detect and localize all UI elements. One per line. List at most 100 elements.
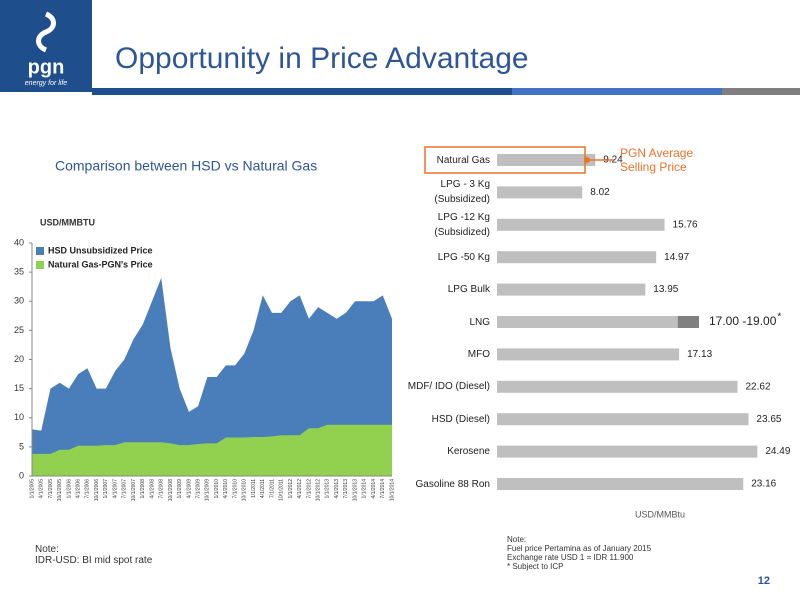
legend-label: Natural Gas-PGN's Price [48, 259, 153, 269]
x-tick-label: 4/1/2007 [112, 479, 118, 499]
value-label: 17.13 [687, 349, 712, 360]
x-tick-label: 10/1/2012 [315, 479, 321, 501]
y-tick-label: 5 [19, 441, 24, 451]
y-axis-label: USD/MMBTU [40, 217, 95, 227]
x-tick-label: 4/1/2005 [39, 479, 45, 499]
value-label: 24.49 [765, 446, 790, 457]
value-label: 23.16 [751, 479, 776, 490]
category-label: LPG Bulk [447, 284, 490, 296]
x-tick-label: 4/1/2008 [149, 479, 155, 499]
bar [497, 154, 596, 166]
x-tick-label: 4/1/2013 [334, 479, 340, 499]
slide-title: Opportunity in Price Advantage [115, 42, 529, 75]
x-tick-label: 10/1/2011 [279, 479, 285, 501]
y-tick-label: 20 [14, 354, 24, 364]
logo-icon [36, 11, 56, 53]
bar [497, 316, 678, 328]
value-label: 22.62 [745, 381, 770, 392]
x-tick-label: 1/1/2012 [288, 479, 294, 499]
bar [497, 348, 680, 361]
legend-swatch [36, 247, 44, 255]
title-rule [722, 88, 800, 95]
category-label: HSD (Diesel) [431, 413, 490, 425]
x-tick-label: 10/1/2007 [131, 479, 137, 501]
bar [497, 478, 744, 490]
bar [497, 380, 738, 393]
x-tick-label: 1/1/2011 [251, 479, 257, 498]
x-tick-label: 7/1/2010 [232, 479, 238, 499]
x-tick-label: 1/1/2013 [325, 479, 331, 499]
x-tick-label: 7/1/2006 [85, 479, 91, 499]
category-label: Natural Gas [436, 154, 490, 166]
category-label: LPG -50 Kg [437, 251, 490, 263]
page-number: 12 [758, 575, 770, 587]
x-tick-label: 4/1/2006 [75, 479, 81, 499]
x-tick-label: 7/1/2005 [48, 479, 54, 499]
x-tick-label: 4/1/2012 [297, 479, 303, 499]
x-tick-label: 1/1/2009 [177, 479, 183, 499]
category-label: Kerosene [447, 446, 490, 458]
y-tick-label: 15 [14, 383, 24, 393]
x-tick-label: 4/1/2010 [223, 479, 229, 499]
bar [497, 186, 583, 199]
y-tick-label: 10 [14, 412, 24, 422]
bar [497, 251, 657, 264]
legend-label: HSD Unsubsidized Price [48, 245, 153, 255]
tagline: energy for life [25, 80, 68, 87]
y-tick-label: 30 [14, 296, 24, 306]
bar [497, 445, 758, 458]
note: Note: IDR-USD: BI mid spot rate [35, 544, 153, 566]
value-label: 13.95 [653, 284, 678, 295]
x-tick-label: 1/1/2005 [29, 479, 35, 499]
x-tick-label: 7/1/2008 [159, 479, 165, 499]
category-label: LPG -12 Kg (Subsidized) [434, 211, 490, 238]
x-tick-label: 10/1/2010 [242, 479, 248, 501]
category-label: MFO [467, 348, 490, 360]
x-tick-label: 10/1/2005 [57, 479, 63, 501]
x-tick-label: 1/1/2006 [66, 479, 72, 499]
y-tick-label: 25 [14, 325, 24, 335]
value-note: * [777, 312, 781, 323]
bar [497, 218, 665, 231]
x-tick-label: 4/1/2011 [260, 479, 266, 498]
value-label: 14.97 [664, 252, 689, 263]
y-tick-label: 35 [14, 267, 24, 277]
x-tick-label: 7/1/2014 [380, 479, 386, 499]
x-tick-label: 7/1/2012 [306, 479, 312, 499]
range-bar [677, 316, 699, 328]
x-tick-label: 7/1/2013 [343, 479, 349, 499]
x-tick-label: 7/1/2011 [269, 479, 275, 498]
x-axis-label: USD/MMBtu [635, 509, 685, 519]
x-tick-label: 1/1/2007 [103, 479, 109, 499]
value-label: 17.00 -19.00 [709, 314, 777, 328]
x-tick-label: 1/1/2010 [214, 479, 220, 499]
x-tick-label: 1/1/2008 [140, 479, 146, 499]
value-label: 23.65 [756, 414, 781, 425]
x-tick-label: 7/1/2007 [122, 479, 128, 499]
category-label: LPG - 3 Kg (Subsidized) [434, 179, 490, 206]
annotation: PGN Average Selling Price [620, 146, 694, 174]
category-label: LNG [469, 316, 490, 328]
logo: pgn [28, 56, 65, 78]
category-label: Gasoline 88 Ron [415, 478, 491, 490]
title-rule [512, 88, 722, 95]
value-label: 8.02 [590, 187, 610, 198]
title-rule [92, 88, 512, 95]
legend-swatch [36, 261, 44, 269]
x-tick-label: 10/1/2008 [168, 479, 174, 501]
x-tick-label: 7/1/2009 [195, 479, 201, 499]
area [32, 277, 392, 476]
value-label: 15.76 [673, 219, 698, 230]
x-tick-label: 1/1/2014 [362, 479, 368, 499]
y-tick-label: 40 [14, 237, 24, 247]
x-tick-label: 10/1/2006 [94, 479, 100, 501]
x-tick-label: 10/1/2014 [389, 479, 395, 501]
chart-title: Comparison between HSD vs Natural Gas [55, 158, 317, 174]
category-label: MDF/ IDO (Diesel) [407, 381, 490, 393]
area [32, 424, 392, 476]
x-tick-label: 4/1/2009 [186, 479, 192, 499]
bar [497, 413, 749, 426]
x-tick-label: 4/1/2014 [371, 479, 377, 499]
